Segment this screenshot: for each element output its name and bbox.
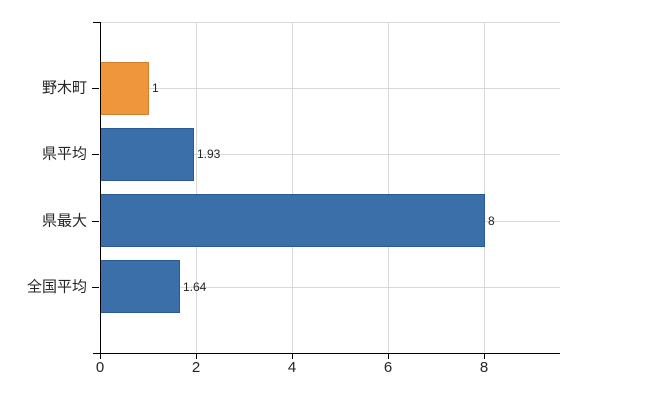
x-tick-label: 6 [383, 359, 393, 376]
bar-value-label: 1 [152, 81, 159, 96]
bar-value-label: 1.64 [183, 279, 207, 294]
bar [100, 260, 180, 313]
x-axis-tick-mark [484, 354, 485, 359]
category-label: 野木町 [41, 79, 87, 97]
gridline-horizontal [101, 154, 560, 155]
category-label: 県平均 [41, 145, 87, 163]
bar-value-label: 1.93 [197, 147, 221, 162]
gridline-vertical [196, 23, 197, 353]
x-axis-tick-mark [100, 354, 101, 359]
gridline-vertical [292, 23, 293, 353]
y-axis-line [100, 22, 101, 354]
bar-value-label: 8 [488, 213, 495, 228]
y-axis-tick-mark [92, 154, 99, 155]
bar [100, 194, 485, 247]
category-label: 県最大 [41, 212, 87, 230]
y-axis-tick-mark [92, 287, 99, 288]
gridline-vertical [388, 23, 389, 353]
y-axis-tick-mark [93, 22, 100, 23]
x-tick-label: 8 [479, 359, 489, 376]
x-tick-label: 2 [191, 359, 201, 376]
x-tick-label: 0 [95, 359, 105, 376]
gridline-horizontal [101, 287, 560, 288]
x-axis-tick-mark [292, 354, 293, 359]
plot-top-border [100, 22, 560, 23]
bar [100, 62, 149, 115]
x-tick-label: 4 [287, 359, 297, 376]
bar [100, 128, 194, 181]
y-axis-tick-mark [92, 221, 99, 222]
x-axis-line [93, 353, 560, 354]
x-axis-tick-mark [196, 354, 197, 359]
y-axis-tick-mark [92, 88, 99, 89]
x-axis-tick-mark [388, 354, 389, 359]
category-label: 全国平均 [26, 278, 87, 296]
gridline-vertical [484, 23, 485, 353]
gridline-horizontal [101, 88, 560, 89]
